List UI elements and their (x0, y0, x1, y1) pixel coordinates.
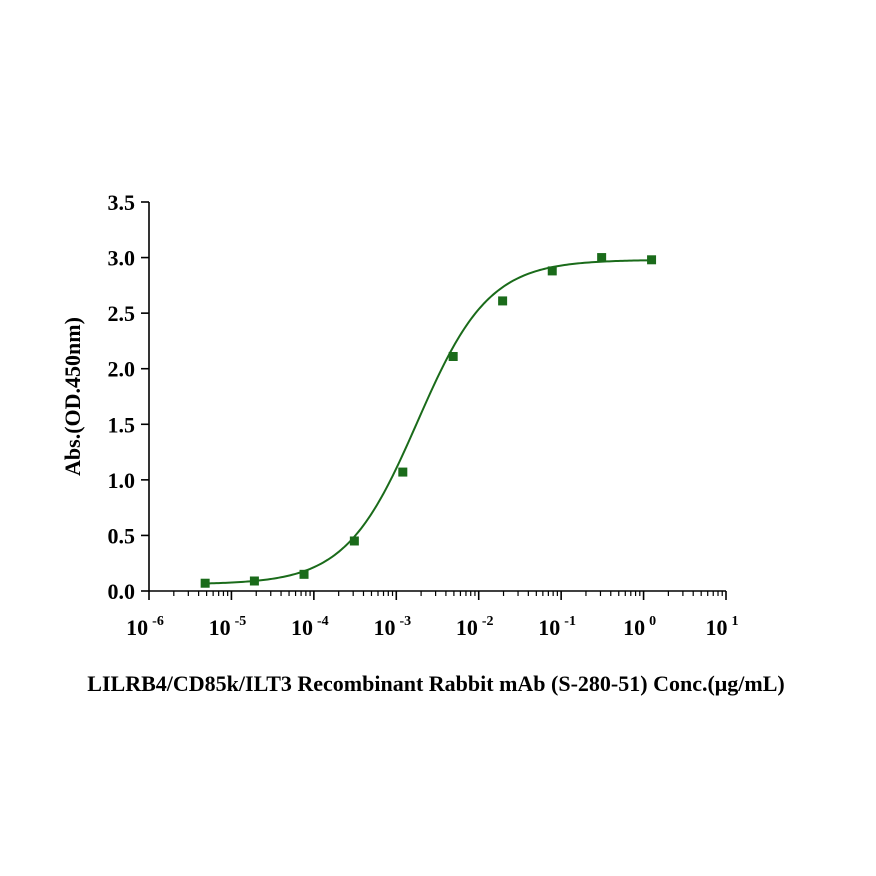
x-tick-label: 10 -3 (373, 614, 411, 640)
y-tick-label: 2.5 (108, 301, 136, 326)
x-axis-label: LILRB4/CD85k/ILT3 Recombinant Rabbit mAb… (87, 671, 784, 696)
data-point (249, 576, 259, 586)
data-point (299, 569, 309, 579)
y-tick-label: 3.0 (108, 246, 136, 271)
y-tick-label: 0.0 (108, 579, 136, 604)
data-point (448, 351, 458, 361)
data-point (597, 253, 607, 263)
x-tick-label: 10 -5 (209, 614, 247, 640)
fit-curve (205, 259, 652, 585)
x-tick-label: 10 -1 (538, 614, 576, 640)
data-points (200, 253, 657, 588)
y-tick-label: 0.5 (108, 523, 136, 548)
data-point (498, 296, 508, 306)
y-axis-label: Abs.(OD.450nm) (60, 317, 85, 476)
data-point (547, 266, 557, 276)
data-point (200, 578, 210, 588)
y-tick-label: 1.5 (108, 412, 136, 437)
y-tick-label: 3.5 (108, 190, 136, 215)
y-ticks: 0.0 0.5 1.0 1.5 2.0 2.5 3.0 3.5 (108, 190, 149, 604)
x-tick-label: 10 -4 (291, 614, 329, 640)
x-tick-label: 10 -6 (126, 614, 164, 640)
x-tick-label: 10 1 (706, 614, 739, 640)
axes (148, 202, 726, 592)
x-tick-label: 10 -2 (456, 614, 494, 640)
y-tick-label: 2.0 (108, 357, 136, 382)
y-tick-label: 1.0 (108, 468, 136, 493)
x-ticks: 10 -6 10 -5 10 -4 10 -3 10 -2 10 -1 10 0 10 1 (126, 591, 739, 640)
data-point (349, 536, 359, 546)
data-point (398, 467, 408, 477)
data-point (647, 255, 657, 265)
x-tick-label: 10 0 (623, 614, 656, 640)
